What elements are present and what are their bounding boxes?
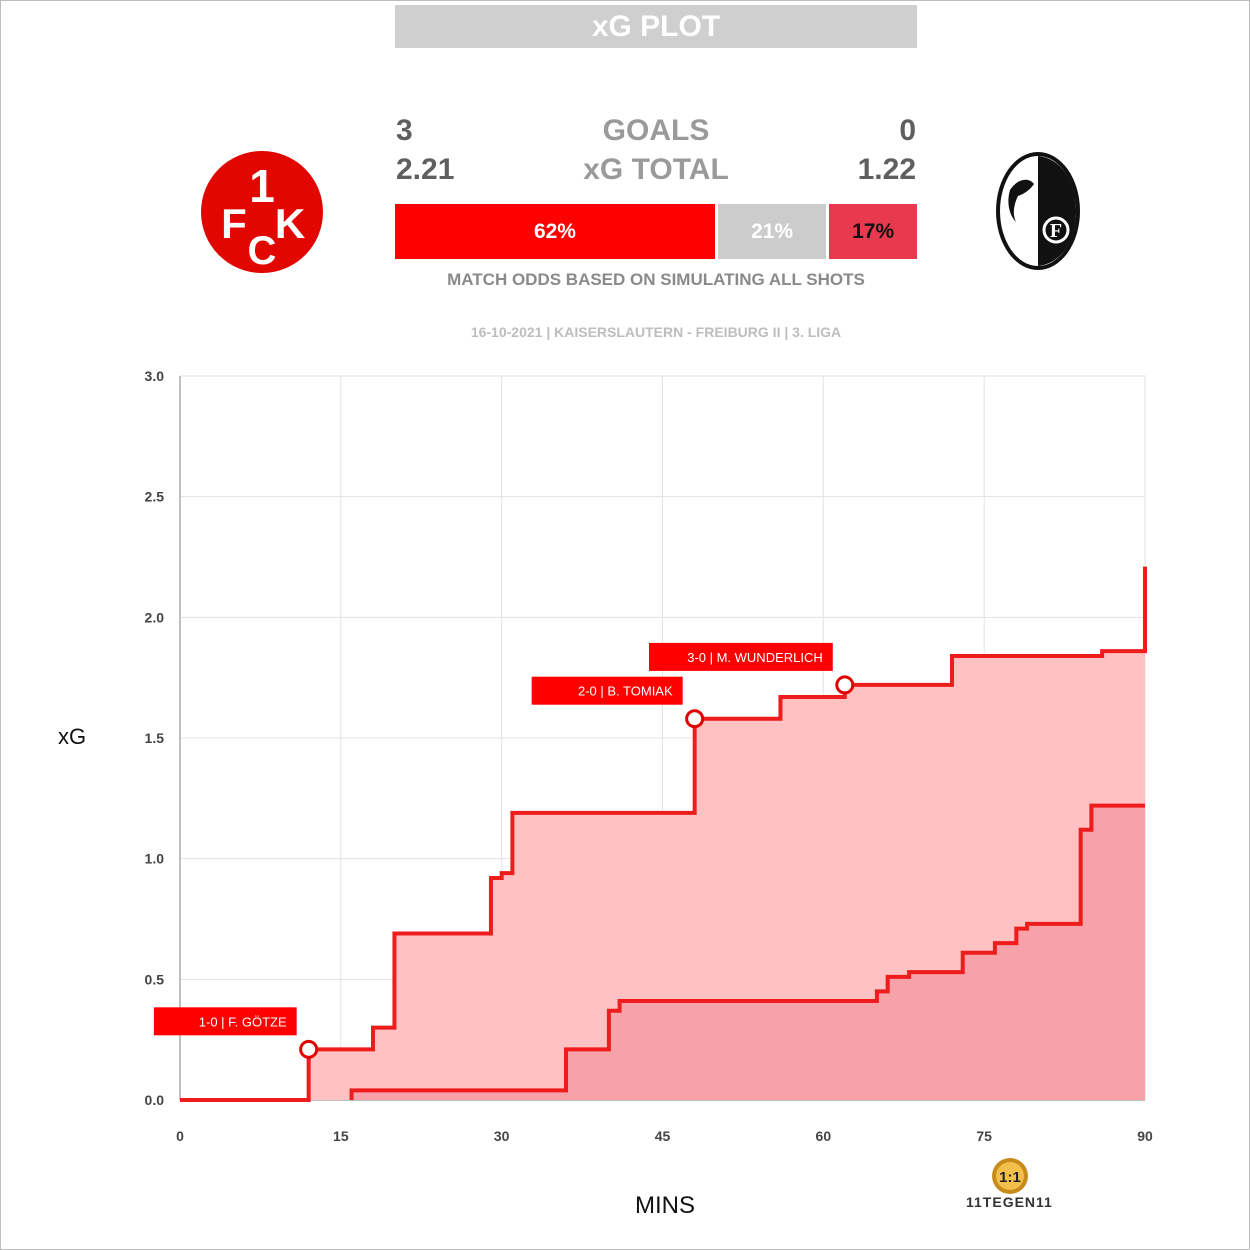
away-team-logo: F [996, 152, 1080, 270]
goal-marker [299, 1039, 319, 1059]
home-team-logo: 1 F K C [201, 151, 323, 273]
xg-total-label: xG TOTAL [583, 153, 729, 186]
x-tick-label: 75 [976, 1128, 992, 1144]
svg-text:1:1: 1:1 [999, 1169, 1021, 1186]
y-tick-label: 1.5 [145, 730, 165, 746]
svg-text:1: 1 [249, 160, 275, 212]
brand-logo-text: 11TEGEN11 [966, 1194, 1053, 1210]
goal-label-box [531, 676, 683, 705]
goal-label: 2-0 | B. TOMIAK [578, 684, 673, 699]
goal-label-box [648, 642, 833, 671]
goal-marker [685, 709, 705, 729]
y-tick-label: 3.0 [145, 368, 165, 384]
goal-label-box [153, 1007, 297, 1036]
y-tick-label: 0.5 [145, 971, 165, 987]
brand-logo-icon: 1:1 [992, 1158, 1028, 1194]
y-tick-label: 2.5 [145, 489, 165, 505]
svg-text:K: K [275, 200, 305, 247]
y-tick-label: 1.0 [145, 851, 165, 867]
odds-note: MATCH ODDS BASED ON SIMULATING ALL SHOTS [447, 270, 865, 289]
away-xg-total: 1.22 [857, 153, 916, 186]
away-xg-line [349, 803, 1145, 1100]
y-tick-label: 2.0 [145, 609, 165, 625]
x-tick-label: 60 [816, 1128, 832, 1144]
home-xg-total: 2.21 [396, 153, 455, 186]
goal-marker [835, 675, 855, 695]
goals-label: GOALS [602, 114, 710, 147]
y-axis-label: xG [58, 724, 87, 749]
match-info: 16-10-2021 | KAISERSLAUTERN - FREIBURG I… [470, 324, 842, 340]
page-title: xG PLOT [395, 5, 917, 48]
goal-label: 3-0 | M. WUNDERLICH [687, 650, 823, 665]
draw-odds: 21% [717, 204, 827, 259]
home-goals: 3 [396, 114, 413, 147]
goal-label: 1-0 | F. GÖTZE [199, 1014, 287, 1029]
away-goals: 0 [899, 114, 916, 147]
home-xg-area [180, 566, 1145, 1100]
x-tick-label: 15 [333, 1128, 349, 1144]
svg-text:F: F [221, 200, 247, 247]
x-tick-label: 45 [655, 1128, 671, 1144]
x-axis-label: MINS [635, 1192, 695, 1219]
svg-text:F: F [1050, 220, 1062, 242]
x-tick-label: 90 [1137, 1128, 1153, 1144]
y-tick-label: 0.0 [145, 1092, 165, 1108]
home-win-odds: 62% [395, 204, 715, 259]
x-tick-label: 30 [494, 1128, 510, 1144]
svg-text:C: C [248, 229, 277, 273]
x-tick-label: 0 [176, 1128, 184, 1144]
away-win-odds: 17% [829, 204, 917, 259]
away-xg-area [351, 805, 1145, 1100]
home-xg-line [180, 566, 1147, 1102]
